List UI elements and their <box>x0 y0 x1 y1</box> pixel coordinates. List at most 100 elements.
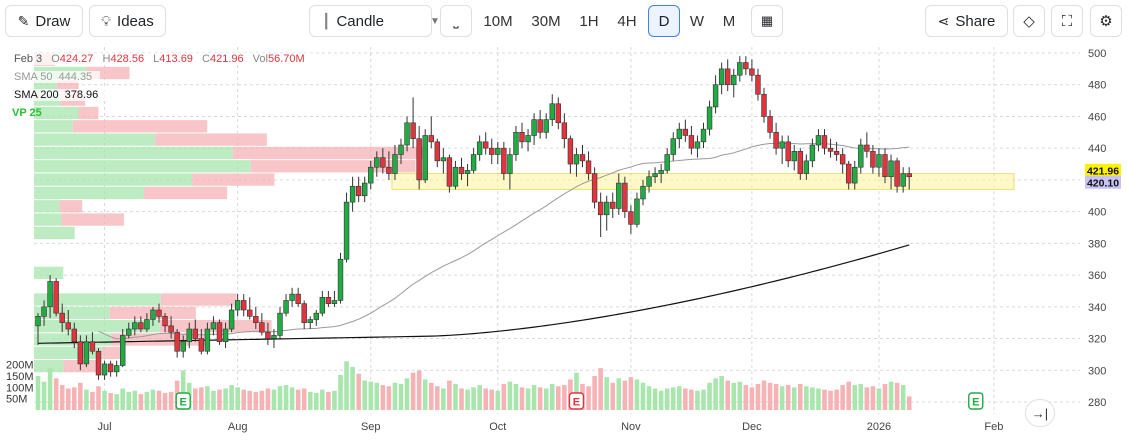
timeframe-4h[interactable]: 4H <box>617 12 637 30</box>
candle-body <box>610 201 616 209</box>
price-badge-label: 421.96 <box>1087 165 1119 177</box>
volume-tick-label: 50M <box>6 394 27 406</box>
volume-bar <box>477 385 482 410</box>
candle-body <box>156 309 162 317</box>
volume-bar <box>41 381 47 410</box>
volume-bar <box>368 381 374 410</box>
volume-bar <box>301 388 307 410</box>
volume-bar <box>713 378 718 410</box>
volume-bar <box>562 385 567 410</box>
share-button[interactable]: ⋖ Share <box>925 5 1008 37</box>
candle-body <box>446 157 453 187</box>
volume-bar <box>804 386 809 410</box>
volume-bar <box>761 380 767 410</box>
candle-body <box>301 303 307 323</box>
candlestick-chart[interactable]: 280300320340360380400420440460480500JulA… <box>0 42 1127 441</box>
candle-body <box>549 103 555 120</box>
calendar-button[interactable]: ▦ <box>751 5 783 37</box>
volume-profile-bar <box>34 266 64 280</box>
candle-body <box>507 154 513 174</box>
legend-open: O424.27 <box>51 53 94 65</box>
volume-profile-bar <box>34 213 62 226</box>
volume-bar <box>695 390 700 410</box>
candle-body <box>138 322 144 330</box>
fullscreen-button[interactable]: ⛶ <box>1051 5 1083 37</box>
candle-body <box>428 135 434 143</box>
volume-bar <box>882 383 888 410</box>
candle-body <box>803 160 810 174</box>
candle-body <box>749 68 755 76</box>
earnings-marker <box>968 392 984 410</box>
volume-bar <box>646 386 652 410</box>
timeframe-1h[interactable]: 1H <box>579 12 599 30</box>
candle-body <box>809 144 816 162</box>
x-tick-label: Aug <box>228 421 248 433</box>
timeframe-m[interactable]: M <box>722 12 736 30</box>
volume-bar <box>628 377 634 410</box>
candle-body <box>162 316 168 327</box>
volume-bar <box>906 396 912 410</box>
candle-body <box>210 322 217 330</box>
candle-body <box>101 363 108 376</box>
timeframe-10m[interactable]: 10M <box>483 12 513 30</box>
candle-body <box>815 135 822 146</box>
candle-body <box>797 151 804 174</box>
candle-body <box>616 182 622 209</box>
range-button[interactable]: ⎵ <box>440 5 472 37</box>
volume-bar <box>338 374 343 410</box>
candle-body <box>634 198 640 225</box>
candle-body <box>700 128 707 143</box>
timeframe-30m[interactable]: 30M <box>531 12 561 30</box>
volume-bar <box>180 370 186 410</box>
volume-bar <box>344 361 349 410</box>
candle-body <box>355 185 362 197</box>
volume-bar <box>392 382 398 410</box>
sma200-legend[interactable]: SMA 200 378.96 <box>12 89 112 101</box>
candle-body <box>374 157 380 168</box>
volume-bar <box>483 388 488 410</box>
timeframe-d[interactable]: D <box>648 5 680 37</box>
volume-profile-bar <box>59 200 83 213</box>
candle-body <box>295 293 301 304</box>
volume-bar <box>495 390 501 410</box>
ideas-button[interactable]: 💡︎ Ideas <box>89 5 166 37</box>
vp-legend[interactable]: VP 25 <box>12 107 42 119</box>
volume-bar <box>162 393 168 410</box>
volume-bar <box>126 391 132 410</box>
candle-body <box>501 147 507 174</box>
volume-bar <box>465 389 470 410</box>
candle-body <box>894 160 900 187</box>
chevron-down-icon: ▼ <box>429 15 440 27</box>
volume-bar <box>247 390 253 410</box>
sma50-legend[interactable]: SMA 50 444.35 <box>12 71 106 83</box>
volume-profile-bar <box>102 346 125 359</box>
candle-body <box>682 128 689 136</box>
candle-body <box>531 119 537 136</box>
candle-body <box>192 328 198 339</box>
volume-bar <box>549 383 555 410</box>
candle-body <box>440 157 447 162</box>
candle-body <box>852 166 858 184</box>
candle-body <box>386 166 392 174</box>
candle-body <box>458 166 465 174</box>
settings-button[interactable]: ⚙ <box>1090 5 1122 37</box>
candle-body <box>718 68 725 86</box>
volume-bar <box>749 387 755 410</box>
candle-body <box>132 322 138 330</box>
diamond-button[interactable]: ◇ <box>1013 5 1045 37</box>
scroll-to-latest-button[interactable]: →| <box>1025 399 1055 427</box>
volume-bar <box>816 388 821 410</box>
volume-bar <box>326 391 331 410</box>
pencil-icon: ✎ <box>17 12 30 29</box>
volume-bar <box>102 390 107 410</box>
draw-button[interactable]: ✎ Draw <box>5 5 83 37</box>
volume-bar <box>398 383 404 410</box>
timeframe-w[interactable]: W <box>689 12 705 30</box>
chart-type-select[interactable]: ┃ Candle ▼ <box>309 5 440 37</box>
candle-body <box>410 122 416 139</box>
volume-bar <box>610 382 616 410</box>
volume-bar <box>858 383 864 410</box>
volume-bar <box>519 387 525 410</box>
candle-body <box>144 319 150 330</box>
candle-body <box>331 300 338 304</box>
